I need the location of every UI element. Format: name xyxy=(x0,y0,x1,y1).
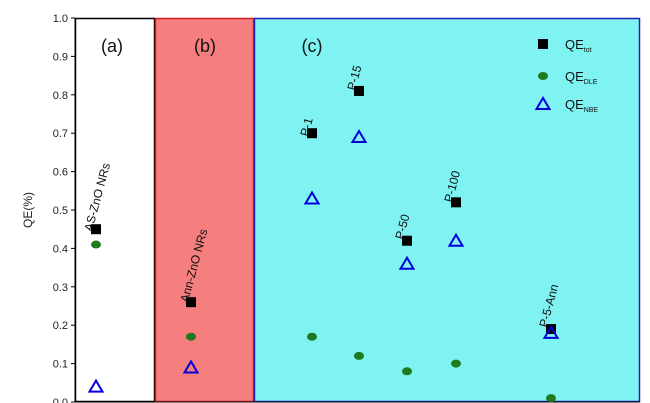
point-nbe-0 xyxy=(87,378,105,393)
y-tick-label-0: 0.0 xyxy=(53,397,68,403)
y-tick-label-3: 0.3 xyxy=(53,282,68,294)
point-dle-1 xyxy=(186,332,196,341)
point-nbe-6 xyxy=(542,324,560,339)
point-tot-3 xyxy=(354,85,364,96)
point-tot-2 xyxy=(307,128,317,139)
y-tick-label-4: 0.4 xyxy=(53,243,68,255)
y-tick-label-8: 0.8 xyxy=(53,90,68,102)
point-dle-5 xyxy=(451,359,461,368)
legend-marker-tot xyxy=(538,39,548,49)
panel-1 xyxy=(154,17,255,403)
panel-label-2: (c) xyxy=(302,36,323,56)
point-nbe-5 xyxy=(447,232,465,247)
axes-layer: 0.0 0.1 0.2 0.3 0.4 0.5 0.6 0.7 0.8 0.9 1.0 QE(%) xyxy=(21,13,640,403)
y-tick-label-5: 0.5 xyxy=(53,205,68,217)
panels-layer: (a) (b) (c) xyxy=(74,17,641,403)
y-tick-label-6: 0.6 xyxy=(53,167,68,179)
point-dle-4 xyxy=(402,367,412,376)
legend-marker-nbe xyxy=(534,96,552,110)
panel-label-1: (b) xyxy=(194,36,216,56)
point-nbe-1 xyxy=(182,359,200,374)
y-tick-label-7: 0.7 xyxy=(53,128,68,140)
point-dle-6 xyxy=(546,394,556,403)
panel-2 xyxy=(253,17,641,403)
point-nbe-4 xyxy=(398,255,416,270)
point-dle-3 xyxy=(354,351,364,360)
point-dle-0 xyxy=(91,240,101,249)
legend-label-tot: QEtot xyxy=(565,37,592,54)
sample-label-2: P-1 xyxy=(297,116,315,138)
sample-label-3: P-15 xyxy=(344,63,364,91)
point-tot-4 xyxy=(402,235,412,246)
y-tick-label-9: 0.9 xyxy=(53,51,68,63)
y-tick-label-2: 0.2 xyxy=(53,320,68,332)
legend-label-nbe: QENBE xyxy=(565,97,599,114)
point-tot-6 xyxy=(546,324,556,335)
panel-label-0: (a) xyxy=(101,36,123,56)
y-tick-label-10: 1.0 xyxy=(53,13,68,25)
point-tot-5 xyxy=(451,197,461,208)
point-dle-2 xyxy=(307,332,317,341)
sample-label-4: P-50 xyxy=(392,212,412,240)
legend-label-dle: QEDLE xyxy=(565,69,598,86)
legend: QEtot QEDLE QENBE xyxy=(534,37,599,114)
point-nbe-3 xyxy=(350,129,368,144)
point-tot-1 xyxy=(186,297,196,308)
point-nbe-2 xyxy=(303,190,321,205)
y-axis-title: QE(%) xyxy=(21,192,35,228)
point-tot-0 xyxy=(91,224,101,235)
legend-marker-dle xyxy=(538,72,548,80)
panel-0 xyxy=(74,17,156,403)
y-tick-label-1: 0.1 xyxy=(53,359,68,371)
